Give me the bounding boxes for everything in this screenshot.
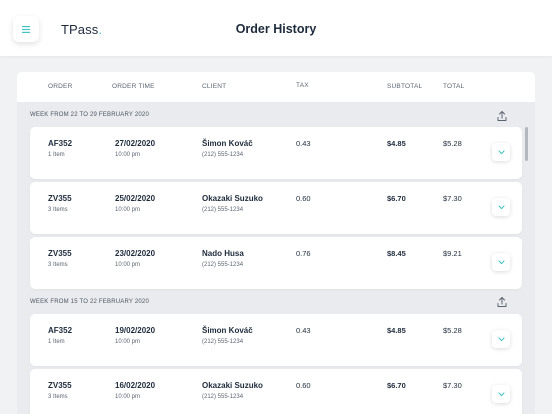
- order-tax: 0.43: [296, 139, 311, 148]
- header-subtotal: SUBTOTAL: [387, 83, 423, 90]
- client-name: Nado Husa: [202, 249, 244, 258]
- menu-button[interactable]: [13, 16, 39, 42]
- chevron-down-icon: [497, 149, 505, 154]
- top-bar: TPass. Order History: [0, 0, 552, 56]
- order-time: 10:00 pm: [115, 262, 141, 268]
- order-subtotal: $8.45: [387, 249, 406, 258]
- order-date: 16/02/2020: [115, 381, 156, 390]
- chevron-down-icon: [497, 259, 505, 264]
- order-row[interactable]: AF352 1 Item 19/02/2020 10:00 pm Šimon K…: [30, 314, 522, 366]
- order-tax: 0.76: [296, 249, 311, 258]
- group-label: WEEK FROM 15 TO 22 FEBRUARY 2020: [30, 299, 149, 305]
- client-phone: (212) 555-1234: [202, 207, 244, 213]
- order-total: $7.30: [443, 381, 462, 390]
- order-subtotal: $4.85: [387, 139, 406, 148]
- order-row[interactable]: AF352 1 Item 27/02/2020 10:00 pm Šimon K…: [30, 127, 522, 179]
- order-tax: 0.43: [296, 326, 311, 335]
- chevron-down-icon: [497, 391, 505, 396]
- order-id: ZV355: [48, 194, 72, 203]
- order-date: 23/02/2020: [115, 249, 156, 258]
- client-name: Okazaki Suzuko: [202, 194, 263, 203]
- order-total: $9.21: [443, 249, 462, 258]
- order-items: 1 Item: [48, 339, 65, 345]
- client-name: Šimon Kováč: [202, 326, 253, 335]
- order-id: AF352: [48, 139, 73, 148]
- order-id: ZV355: [48, 381, 72, 390]
- order-row[interactable]: ZV355 3 Items 25/02/2020 10:00 pm Okazak…: [30, 182, 522, 234]
- order-time: 10:00 pm: [115, 394, 141, 400]
- order-tax: 0.60: [296, 194, 311, 203]
- chevron-down-icon: [497, 336, 505, 341]
- header-order: ORDER: [48, 83, 73, 90]
- order-total: $5.28: [443, 139, 462, 148]
- order-subtotal: $6.70: [387, 194, 406, 203]
- client-name: Okazaki Suzuko: [202, 381, 263, 390]
- order-time: 10:00 pm: [115, 339, 141, 345]
- order-row[interactable]: ZV355 3 Items 16/02/2020 10:00 pm Okazak…: [30, 369, 522, 414]
- order-id: ZV355: [48, 249, 72, 258]
- header-client: CLIENT: [202, 83, 227, 90]
- brand-dot: .: [98, 22, 103, 37]
- export-icon[interactable]: [496, 296, 508, 308]
- order-subtotal: $4.85: [387, 326, 406, 335]
- header-order-time: ORDER TIME: [112, 83, 155, 90]
- brand-logo: TPass.: [61, 22, 102, 37]
- brand-name: TPass: [61, 22, 99, 37]
- client-phone: (212) 555-1234: [202, 394, 244, 400]
- order-date: 25/02/2020: [115, 194, 156, 203]
- order-tax: 0.60: [296, 381, 311, 390]
- order-date: 19/02/2020: [115, 326, 156, 335]
- order-total: $5.28: [443, 326, 462, 335]
- scrollbar-thumb[interactable]: [525, 127, 528, 161]
- hamburger-icon: [22, 25, 30, 33]
- table-header: ORDER ORDER TIME CLIENT TAX SUBTOTAL TOT…: [17, 72, 535, 102]
- expand-button[interactable]: [492, 330, 510, 348]
- header-tax: TAX: [296, 82, 309, 89]
- export-icon[interactable]: [496, 110, 508, 122]
- order-id: AF352: [48, 326, 73, 335]
- order-history-panel: ORDER ORDER TIME CLIENT TAX SUBTOTAL TOT…: [17, 72, 535, 414]
- expand-button[interactable]: [492, 385, 510, 403]
- order-row[interactable]: ZV355 3 Items 23/02/2020 10:00 pm Nado H…: [30, 237, 522, 289]
- page-title: Order History: [235, 22, 317, 36]
- expand-button[interactable]: [492, 143, 510, 161]
- expand-button[interactable]: [492, 253, 510, 271]
- order-items: 1 Item: [48, 152, 65, 158]
- order-date: 27/02/2020: [115, 139, 156, 148]
- order-time: 10:00 pm: [115, 207, 141, 213]
- order-total: $7.30: [443, 194, 462, 203]
- order-items: 3 Items: [48, 262, 68, 268]
- order-time: 10:00 pm: [115, 152, 141, 158]
- client-name: Šimon Kováč: [202, 139, 253, 148]
- group-label: WEEK FROM 22 TO 29 FEBRUARY 2020: [30, 112, 149, 118]
- header-total: TOTAL: [443, 83, 465, 90]
- order-items: 3 Items: [48, 394, 68, 400]
- client-phone: (212) 555-1234: [202, 339, 244, 345]
- order-subtotal: $6.70: [387, 381, 406, 390]
- chevron-down-icon: [497, 204, 505, 209]
- client-phone: (212) 555-1234: [202, 262, 244, 268]
- order-items: 3 Items: [48, 207, 68, 213]
- expand-button[interactable]: [492, 198, 510, 216]
- client-phone: (212) 555-1234: [202, 152, 244, 158]
